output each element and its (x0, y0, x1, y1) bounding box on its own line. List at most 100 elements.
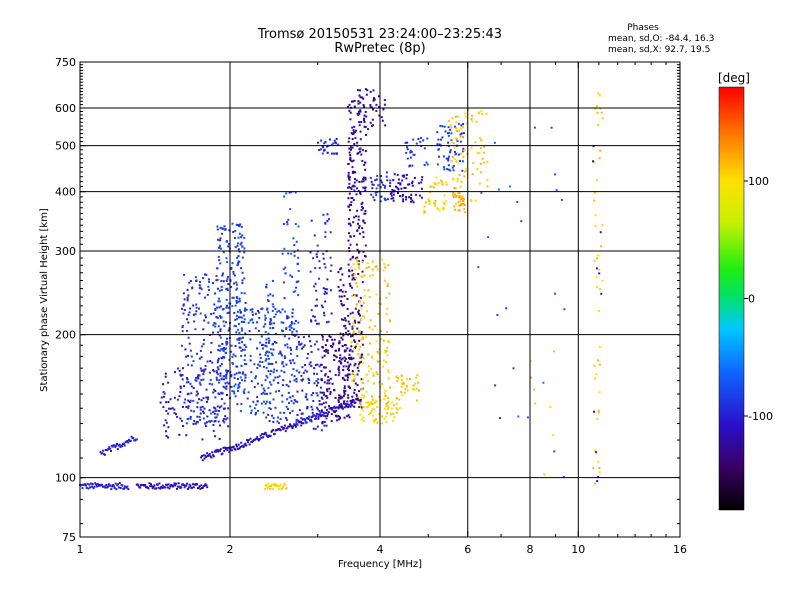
data-point (270, 352, 273, 355)
data-point (368, 296, 371, 298)
data-point (396, 380, 399, 383)
data-point (351, 138, 354, 140)
data-point (305, 421, 308, 424)
data-point (350, 197, 353, 199)
data-point (358, 355, 361, 358)
data-point (226, 337, 228, 340)
data-point (227, 382, 230, 385)
data-point (183, 486, 186, 489)
data-point (153, 484, 156, 487)
data-point (225, 447, 228, 449)
data-point (407, 183, 410, 186)
data-point (428, 200, 431, 203)
data-point (343, 416, 346, 419)
data-point (196, 392, 199, 395)
data-point (363, 222, 366, 225)
data-point (470, 200, 473, 202)
data-point (260, 392, 263, 395)
y-tick-label: 100 (55, 472, 76, 485)
data-point (225, 304, 228, 307)
data-point (222, 375, 225, 378)
data-point (269, 362, 272, 365)
data-point (315, 253, 318, 256)
data-point (349, 209, 351, 212)
data-point (508, 185, 511, 188)
data-point (217, 238, 219, 241)
data-point (362, 406, 365, 409)
data-point (269, 323, 271, 326)
data-point (226, 417, 229, 420)
data-point (397, 178, 400, 181)
data-point (117, 483, 120, 486)
data-point (333, 338, 336, 341)
data-point (173, 412, 176, 415)
data-point (173, 396, 176, 399)
data-point (315, 392, 318, 395)
data-point (260, 335, 263, 338)
data-point (178, 433, 181, 436)
data-point (239, 371, 241, 374)
data-point (218, 306, 221, 309)
data-point (326, 288, 329, 291)
data-point (442, 208, 445, 211)
data-point (351, 126, 354, 129)
data-point (341, 407, 344, 410)
data-point (207, 321, 210, 324)
data-point (259, 341, 262, 344)
data-point (308, 379, 311, 381)
data-point (235, 314, 238, 317)
data-point (426, 137, 429, 140)
data-point (396, 173, 399, 176)
data-point (362, 416, 365, 419)
data-point (417, 381, 420, 384)
data-point (265, 484, 268, 487)
data-point (400, 379, 403, 381)
data-point (114, 446, 117, 448)
data-point (257, 438, 259, 441)
data-point (351, 278, 354, 281)
data-point (385, 350, 388, 353)
data-point (237, 443, 240, 446)
data-point (351, 401, 354, 404)
data-point (479, 171, 482, 174)
data-point (202, 397, 205, 400)
data-point (267, 482, 270, 485)
data-point (235, 288, 238, 291)
data-point (425, 161, 428, 164)
data-point (348, 416, 351, 419)
data-point (293, 335, 296, 337)
data-point (357, 218, 360, 221)
data-point (180, 419, 183, 422)
data-point (348, 178, 351, 181)
data-point (314, 304, 317, 307)
data-point (367, 353, 370, 356)
data-point (116, 448, 119, 450)
data-point (323, 412, 326, 415)
data-point (401, 394, 404, 397)
data-point (342, 334, 345, 337)
data-point (461, 196, 464, 199)
data-point (337, 418, 340, 421)
data-point (214, 407, 217, 410)
data-point (322, 252, 325, 255)
data-point (237, 386, 240, 389)
data-point (95, 485, 98, 488)
data-point (213, 388, 215, 391)
data-point (219, 330, 222, 332)
data-point (383, 391, 386, 394)
data-point (179, 373, 182, 376)
data-point (369, 176, 372, 179)
data-point (517, 415, 520, 418)
data-point (313, 315, 316, 318)
data-point (302, 378, 305, 381)
data-point (594, 449, 597, 452)
data-point (237, 263, 239, 266)
data-point (364, 255, 367, 258)
data-point (267, 294, 270, 297)
data-point (436, 131, 439, 134)
data-point (320, 415, 323, 418)
data-point (294, 400, 297, 403)
data-point (224, 418, 227, 421)
data-point (220, 356, 223, 359)
data-point (341, 377, 344, 380)
